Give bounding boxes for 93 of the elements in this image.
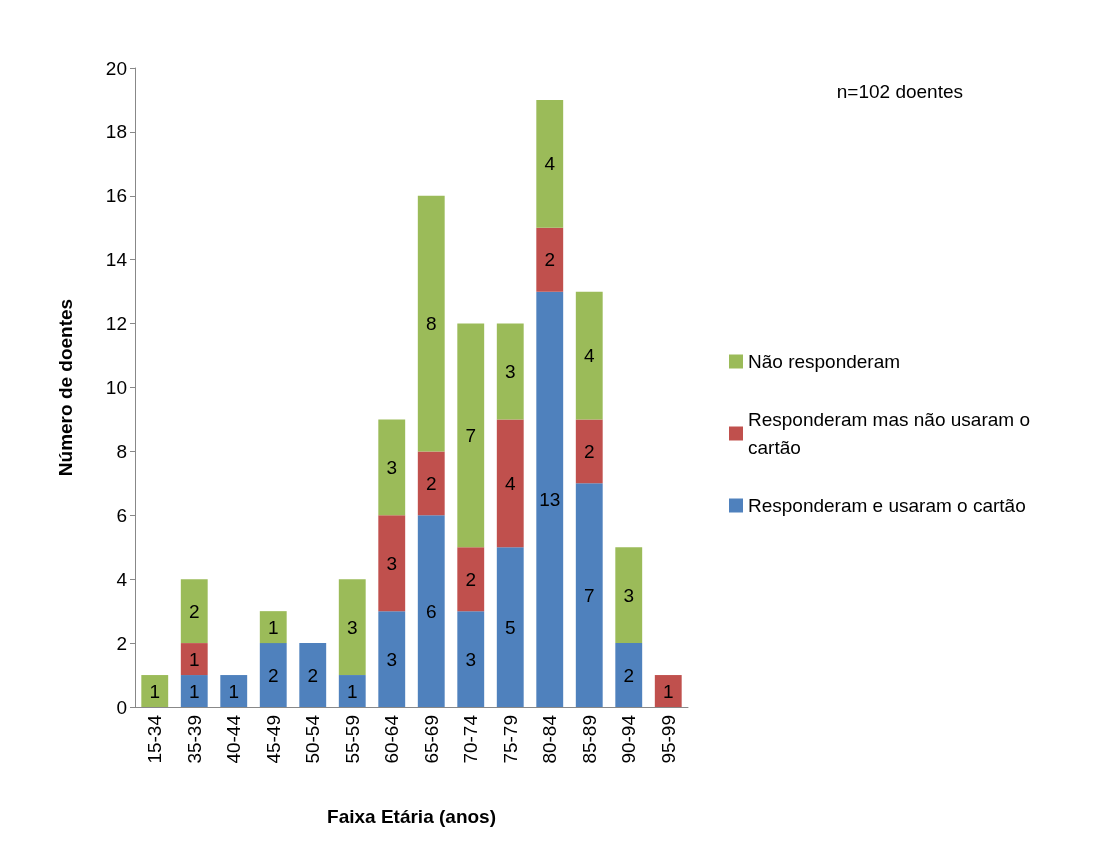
- bar: [338, 579, 366, 676]
- data-label: 4: [504, 472, 516, 494]
- data-label: 3: [504, 361, 516, 383]
- bar: [378, 611, 406, 707]
- bar: [457, 611, 485, 707]
- data-label: 7: [583, 584, 595, 606]
- y-tick-label: 8: [116, 440, 127, 462]
- y-tick-label: 18: [105, 121, 127, 143]
- y-tick-label: 2: [116, 632, 127, 654]
- data-label: 3: [465, 648, 477, 670]
- y-tick-label: 10: [105, 377, 127, 398]
- x-axis-title: Faixa Etária (anos): [327, 806, 496, 827]
- y-tick-label: 0: [116, 696, 127, 718]
- data-label: 8: [425, 313, 437, 335]
- x-tick-label: 80-84: [539, 714, 561, 764]
- bar: [496, 323, 524, 420]
- x-tick-label: 15-34: [144, 714, 166, 764]
- bar: [259, 611, 287, 644]
- bar: [220, 675, 248, 707]
- x-tick-label: 75-79: [499, 715, 521, 764]
- data-label: 7: [465, 424, 477, 446]
- bar: [575, 483, 603, 707]
- x-tick-label: 45-49: [262, 715, 284, 764]
- x-tick-label: 60-64: [381, 714, 403, 764]
- x-tick-label: 35-39: [183, 715, 205, 764]
- bar: [180, 643, 208, 676]
- y-tick-label: 6: [116, 504, 127, 526]
- data-label: 1: [188, 648, 200, 670]
- bar: [536, 291, 564, 707]
- data-label: 6: [425, 600, 437, 622]
- x-tick-label: 85-89: [578, 715, 600, 764]
- legend-label: Não responderam: [748, 351, 901, 372]
- data-label: 2: [583, 440, 595, 462]
- bar: [417, 451, 445, 516]
- data-label: 2: [465, 568, 477, 590]
- data-label: 1: [662, 680, 674, 702]
- bar: [259, 643, 287, 707]
- bar: [575, 291, 603, 420]
- data-label: 3: [386, 648, 398, 670]
- data-label: 4: [544, 153, 556, 175]
- x-tick-label: 55-59: [341, 715, 363, 764]
- data-label: 5: [504, 616, 516, 638]
- bar: [496, 419, 524, 548]
- bar: [417, 195, 445, 452]
- bar: [338, 675, 366, 707]
- bar: [654, 675, 682, 707]
- y-tick-label: 20: [105, 57, 127, 79]
- y-axis-title: Número de doentes: [55, 298, 76, 477]
- x-tick-label: 70-74: [460, 714, 482, 764]
- bar: [496, 547, 524, 707]
- y-tick-label: 4: [116, 568, 128, 590]
- x-tick-label: 50-54: [302, 714, 324, 764]
- bar: [536, 99, 564, 228]
- data-label: 2: [267, 664, 279, 686]
- x-tick-label: 95-99: [657, 715, 679, 764]
- bar: [575, 419, 603, 484]
- bar: [299, 643, 327, 707]
- y-tick-label: 14: [105, 249, 128, 271]
- legend-label: Responderam e usaram o cartão: [748, 495, 1026, 516]
- bar: [180, 675, 208, 707]
- data-label: 1: [267, 616, 279, 638]
- x-tick-label: 90-94: [618, 714, 640, 764]
- x-tick-label: 40-44: [223, 714, 245, 764]
- y-tick-label: 12: [105, 313, 127, 335]
- bar: [180, 579, 208, 644]
- bar: [378, 515, 406, 612]
- bar: [417, 515, 445, 707]
- text: n=102 doentes: [836, 81, 964, 102]
- x-tick-label: 65-69: [420, 715, 442, 764]
- bar: [615, 643, 643, 707]
- data-label: 1: [346, 680, 358, 702]
- bar: [615, 547, 643, 644]
- data-label: 3: [623, 584, 635, 606]
- data-label: 3: [346, 616, 358, 638]
- data-label: 2: [425, 472, 437, 494]
- data-label: 13: [539, 488, 561, 510]
- bar: [378, 419, 406, 516]
- data-label: 3: [386, 552, 398, 574]
- data-label: 2: [544, 249, 556, 271]
- data-label: 1: [228, 680, 240, 702]
- bar: [141, 675, 169, 707]
- legend-label: Responderam mas não usaram o cartão: [748, 409, 1036, 458]
- data-label: 3: [386, 456, 398, 478]
- y-tick-label: 16: [105, 185, 127, 207]
- bar: [536, 227, 564, 292]
- data-label: 2: [188, 600, 200, 622]
- data-label: 2: [307, 664, 319, 686]
- data-label: 4: [583, 345, 595, 367]
- bar: [457, 547, 485, 612]
- bar: [457, 323, 485, 548]
- data-label: 1: [188, 680, 200, 702]
- data-label: 1: [149, 680, 161, 702]
- data-label: 2: [623, 664, 635, 686]
